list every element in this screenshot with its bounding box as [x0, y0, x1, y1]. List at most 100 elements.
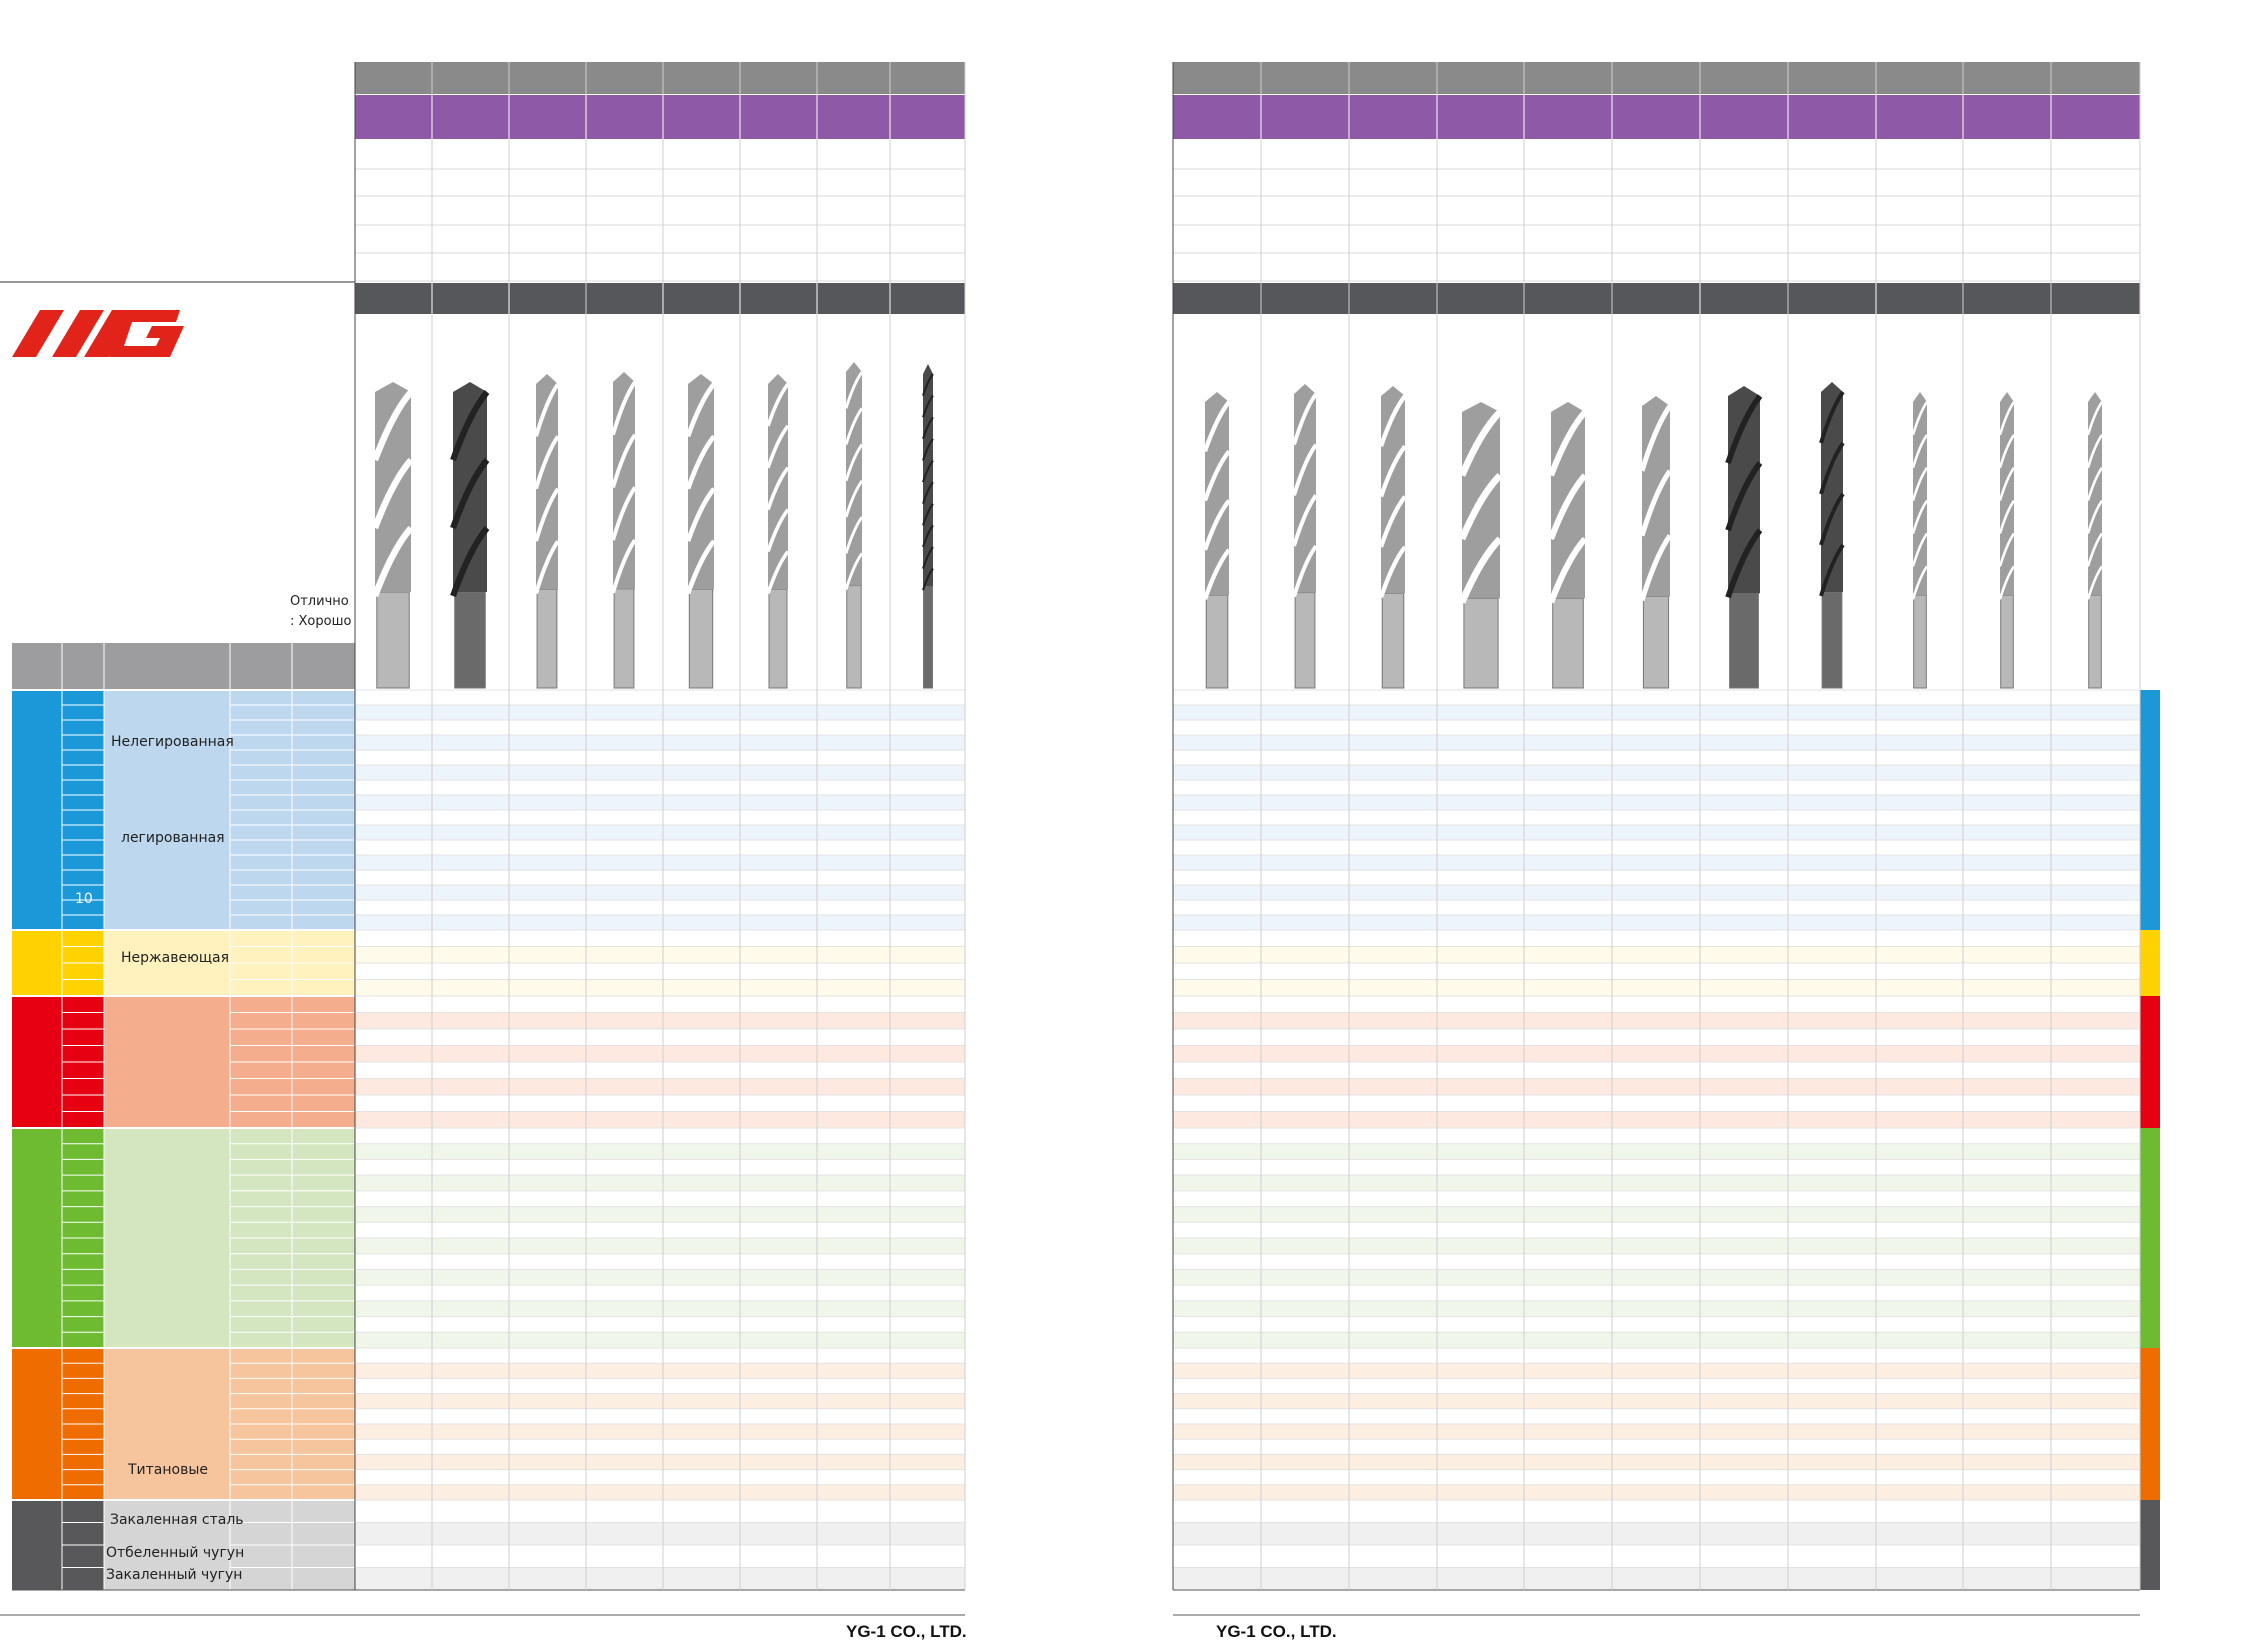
table-row	[355, 915, 965, 930]
table-row	[355, 1012, 965, 1029]
table-row	[355, 1128, 965, 1144]
section-edge-tab-superalloys	[2140, 1348, 2160, 1500]
table-row	[1173, 1269, 2140, 1286]
table-row	[355, 1408, 965, 1424]
table-row	[355, 870, 965, 885]
material-label-alloyed-steel: легированная	[121, 830, 225, 846]
table-row	[355, 1332, 965, 1348]
table-row	[1173, 1393, 2140, 1409]
table-row	[1173, 1363, 2140, 1379]
table-row	[355, 1206, 965, 1223]
table-row	[355, 1238, 965, 1254]
drill-image-left-2	[450, 382, 490, 689]
material-label-stainless: Нержавеющая	[121, 950, 230, 966]
table-row	[355, 1062, 965, 1079]
table-row	[1173, 1545, 2140, 1568]
section-edge-tab-hard-materials	[2140, 1500, 2160, 1590]
section-color-bar-superalloys	[12, 1348, 62, 1500]
table-row	[1173, 1128, 2140, 1144]
table-row	[1173, 996, 2140, 1013]
table-row	[1173, 720, 2140, 735]
table-row	[1173, 810, 2140, 825]
table-row	[1173, 825, 2140, 840]
table-row	[1173, 930, 2140, 947]
table-row	[1173, 885, 2140, 900]
drill-image-right-9	[1911, 392, 1929, 689]
table-row	[1173, 1062, 2140, 1079]
table-row	[355, 795, 965, 810]
table-row	[355, 963, 965, 980]
table-row	[355, 1567, 965, 1590]
table-row	[355, 1078, 965, 1095]
table-row	[1173, 1469, 2140, 1485]
table-row	[1173, 1029, 2140, 1046]
material-label-hardened-steel: Закаленная сталь	[110, 1512, 244, 1528]
table-row	[1173, 705, 2140, 720]
section-edge-tab-cast-iron	[2140, 996, 2160, 1128]
table-row	[355, 996, 965, 1013]
table-row	[355, 930, 965, 947]
drill-image-right-6	[1639, 396, 1673, 689]
table-row	[355, 1469, 965, 1485]
table-row	[1173, 870, 2140, 885]
table-row	[355, 1269, 965, 1286]
section-label-area-stainless	[104, 930, 230, 996]
table-row	[355, 1285, 965, 1301]
table-row	[355, 1454, 965, 1470]
table-row	[1173, 1143, 2140, 1160]
table-row	[1173, 1332, 2140, 1348]
drill-image-right-11	[2086, 392, 2104, 689]
drill-image-right-5	[1548, 402, 1588, 689]
section-label-area-steel	[104, 690, 230, 930]
table-row	[1173, 1300, 2140, 1317]
header-bar-dark-right	[1173, 283, 2140, 314]
table-row	[1173, 1285, 2140, 1301]
section-color-bar-cast-iron	[12, 996, 62, 1128]
table-row	[355, 1190, 965, 1207]
table-row	[355, 840, 965, 855]
table-row	[355, 1143, 965, 1160]
drill-image-left-4	[611, 372, 637, 689]
table-row	[1173, 1408, 2140, 1424]
drill-image-left-1	[371, 382, 414, 689]
table-row	[355, 1424, 965, 1440]
drill-image-right-10	[1998, 392, 2016, 689]
section-edge-tab-nonferrous	[2140, 1128, 2160, 1348]
table-row	[1173, 1500, 2140, 1523]
material-header-bar	[12, 643, 355, 690]
table-row	[355, 765, 965, 780]
table-row	[1173, 1567, 2140, 1590]
table-row	[355, 720, 965, 735]
table-row	[355, 705, 965, 720]
table-row	[1173, 1045, 2140, 1062]
table-row	[355, 1439, 965, 1455]
header-bar-purple-right	[1173, 95, 2140, 139]
header-bar-gray-right	[1173, 62, 2140, 94]
table-row	[1173, 1439, 2140, 1455]
drill-image-left-6	[766, 374, 790, 689]
table-row	[1173, 765, 2140, 780]
table-row	[1173, 1348, 2140, 1364]
table-row	[355, 1363, 965, 1379]
table-row	[1173, 690, 2140, 705]
table-row	[355, 1253, 965, 1270]
table-row	[1173, 855, 2140, 870]
table-row	[355, 900, 965, 915]
table-row	[1173, 1238, 2140, 1254]
table-row	[355, 780, 965, 795]
table-row	[355, 810, 965, 825]
material-label-hardened-cast-iron: Закаленный чугун	[106, 1567, 243, 1583]
table-row	[1173, 795, 2140, 810]
table-row	[1173, 1484, 2140, 1500]
section-color-bar-steel	[12, 690, 62, 930]
table-row	[355, 1484, 965, 1500]
table-row	[1173, 1012, 2140, 1029]
section-color-bar-nonferrous	[12, 1128, 62, 1348]
drill-image-left-3	[534, 374, 560, 689]
table-row	[1173, 840, 2140, 855]
table-row	[355, 1095, 965, 1112]
section-color-bar-hard-materials	[12, 1500, 62, 1590]
table-row	[355, 1348, 965, 1364]
drill-image-right-3	[1378, 386, 1407, 689]
